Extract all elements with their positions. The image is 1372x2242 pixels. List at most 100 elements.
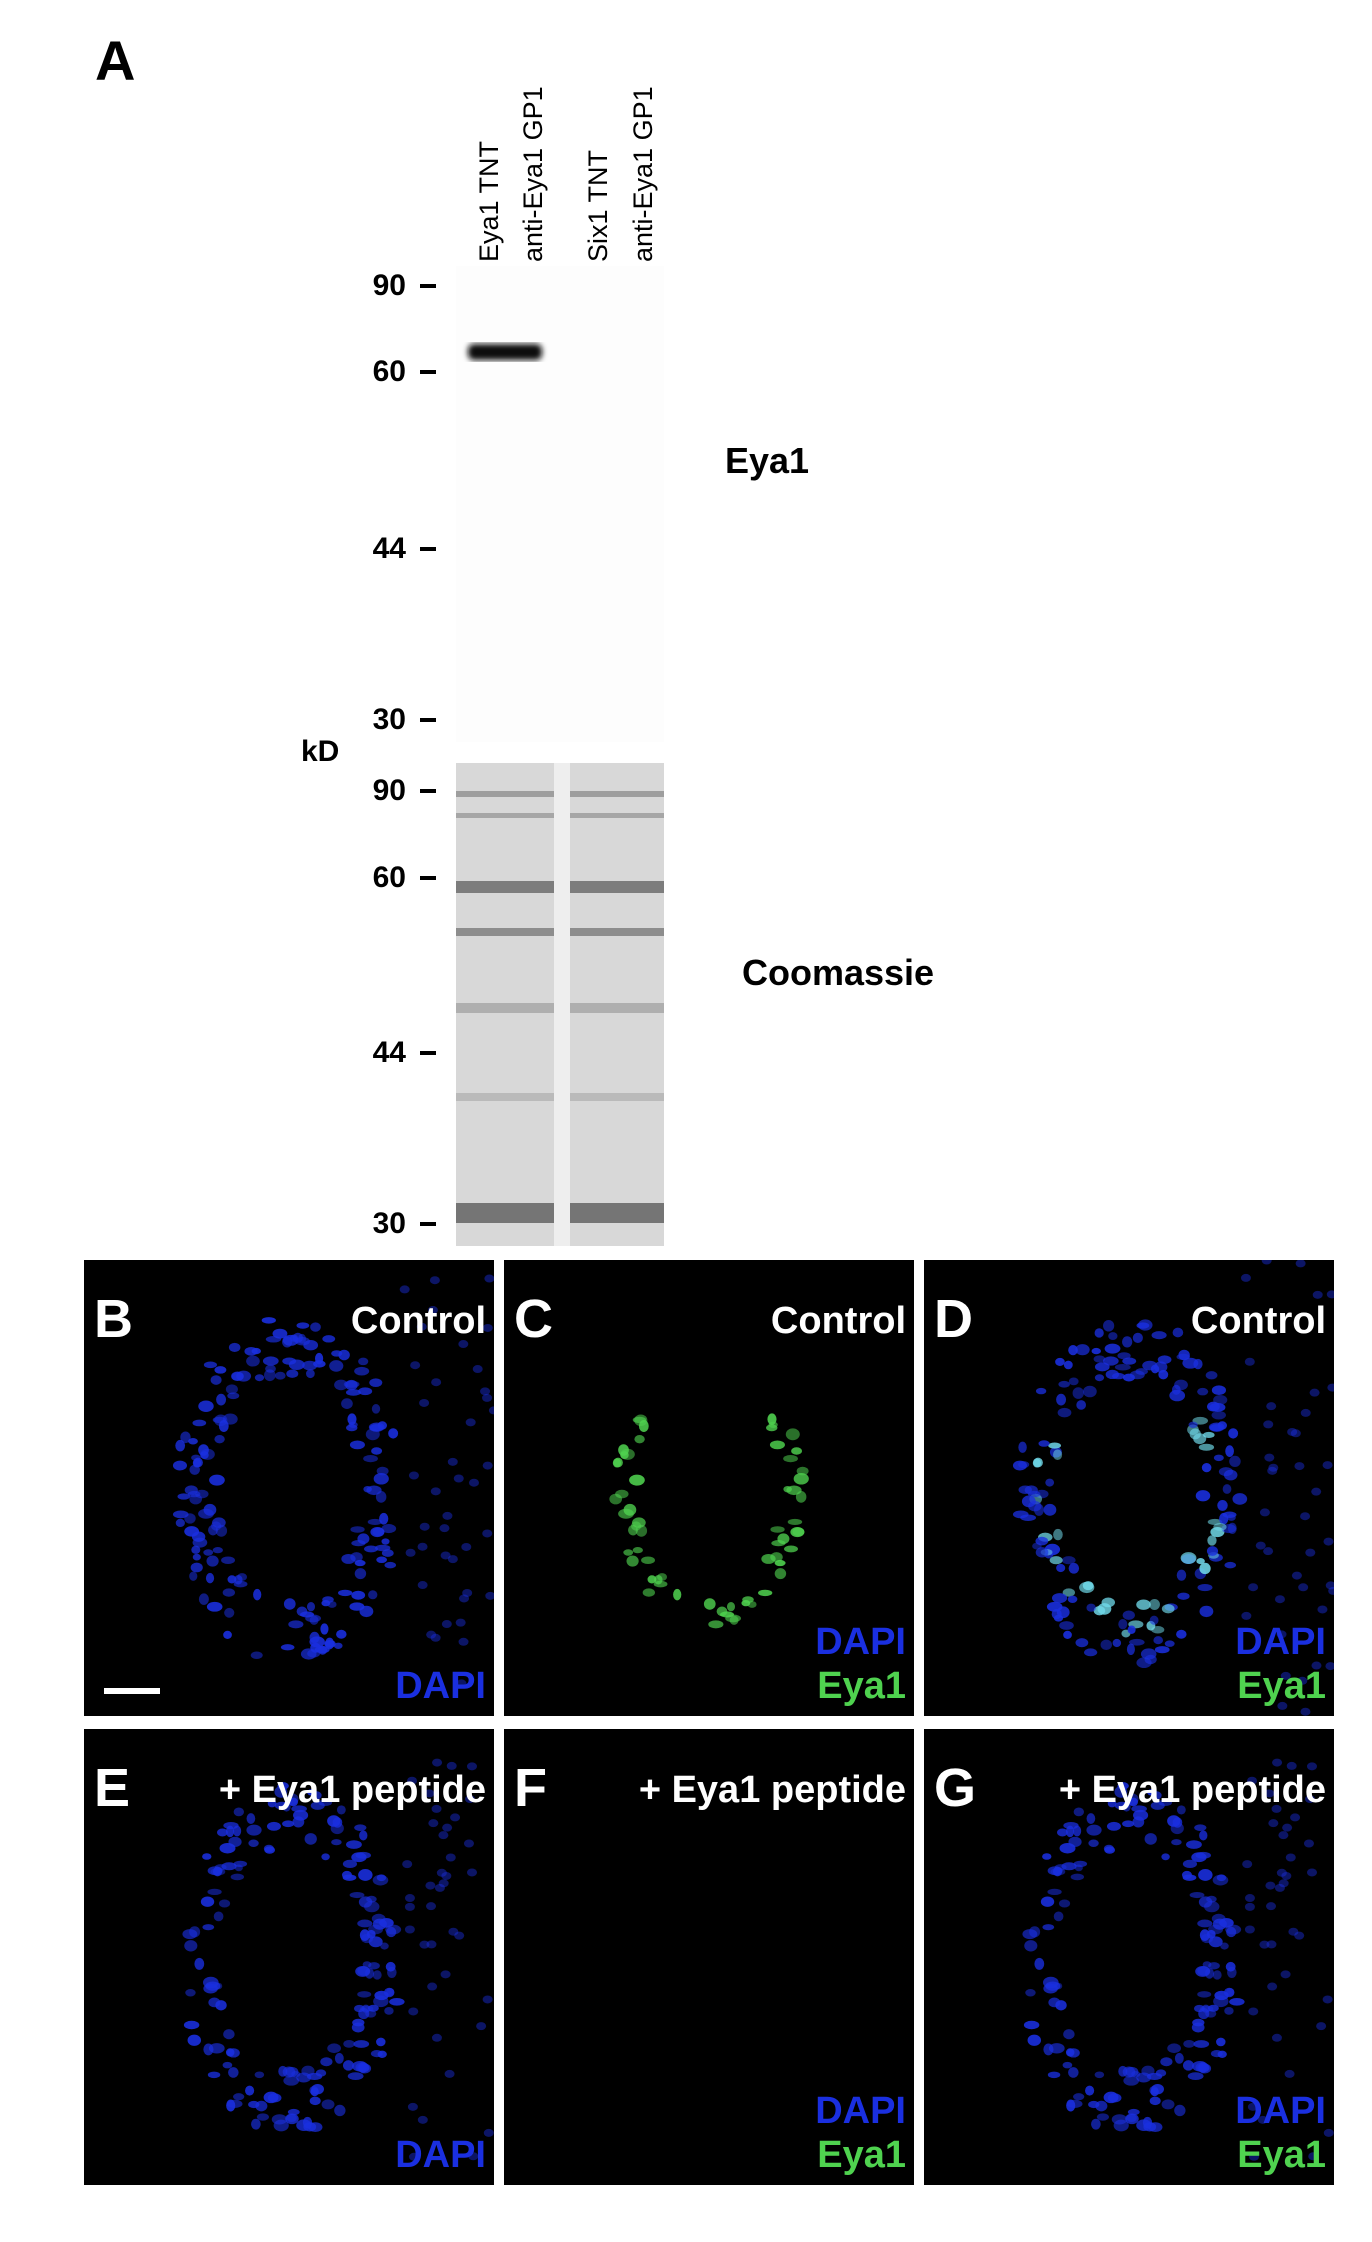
cell-nucleus (266, 1821, 281, 1831)
cell-nucleus (1197, 1387, 1209, 1396)
cell-nucleus (726, 1602, 736, 1612)
cell-nucleus (1265, 1881, 1276, 1890)
cell-nucleus (371, 1404, 381, 1414)
cell-nucleus (282, 1336, 293, 1348)
cell-nucleus (1224, 2006, 1234, 2015)
cell-nucleus (263, 2091, 279, 2104)
cell-nucleus (1232, 1493, 1248, 1505)
cell-nucleus (1140, 1648, 1157, 1660)
cell-nucleus (708, 1620, 724, 1629)
cell-nucleus (1198, 1869, 1213, 1881)
cell-nucleus (1325, 1662, 1334, 1671)
cell-nucleus (213, 1911, 224, 1922)
cell-nucleus (1199, 1605, 1214, 1618)
cell-nucleus (1040, 1896, 1055, 1907)
cell-nucleus (251, 2118, 261, 2130)
cell-nucleus (1280, 1970, 1291, 1979)
cell-nucleus (1206, 1929, 1216, 1939)
cell-nucleus (429, 1276, 440, 1285)
cell-nucleus (1311, 1487, 1322, 1496)
cell-nucleus (1176, 1353, 1191, 1361)
cell-nucleus (1169, 1389, 1186, 1402)
cell-nucleus (758, 1589, 773, 1597)
cell-nucleus (303, 1340, 319, 1351)
panel-letter: F (514, 1758, 547, 1818)
cell-nucleus (1277, 1701, 1288, 1710)
cell-nucleus (282, 1801, 291, 1812)
cell-nucleus (1247, 2102, 1258, 2111)
cell-nucleus (265, 1336, 282, 1343)
cell-nucleus (464, 1795, 475, 1804)
cell-nucleus (274, 1371, 286, 1380)
cell-nucleus (1186, 1840, 1202, 1849)
cell-nucleus (1047, 1888, 1062, 1896)
cell-nucleus (703, 1598, 716, 1610)
cell-nucleus (292, 1332, 303, 1343)
channel-label-eya1: Eya1 (817, 2134, 906, 2176)
cell-nucleus (1057, 1407, 1072, 1418)
cell-nucleus (215, 1524, 228, 1537)
cell-nucleus (347, 2072, 364, 2080)
cell-nucleus (353, 2040, 370, 2048)
cell-nucleus (367, 1518, 383, 1525)
cell-nucleus (265, 1364, 276, 1373)
cell-nucleus (417, 1542, 428, 1551)
cell-nucleus (376, 1466, 389, 1476)
cell-nucleus (1050, 1867, 1066, 1876)
cell-nucleus (1266, 1402, 1277, 1411)
cell-nucleus (230, 1873, 245, 1881)
coomassie-bands (456, 763, 664, 1246)
cell-nucleus (212, 1547, 223, 1554)
cell-nucleus (227, 1392, 240, 1400)
cell-nucleus (203, 1361, 218, 1369)
cell-nucleus (236, 1370, 252, 1382)
cell-nucleus (1167, 2043, 1181, 2054)
cell-nucleus (405, 1548, 416, 1557)
cell-nucleus (306, 1602, 316, 1612)
cell-nucleus (338, 1589, 353, 1597)
cell-nucleus (226, 2099, 243, 2108)
cell-nucleus (404, 1925, 415, 1934)
cell-nucleus (1247, 1776, 1258, 1785)
cell-nucleus (1155, 2069, 1167, 2077)
cell-nucleus (1206, 1895, 1217, 1903)
cell-nucleus (357, 1991, 372, 1998)
cell-nucleus (225, 2048, 235, 2057)
cell-nucleus (1200, 2005, 1214, 2012)
cell-nucleus (427, 1982, 438, 1991)
cell-nucleus (234, 1864, 243, 1872)
cell-nucleus (1263, 1420, 1274, 1429)
cell-nucleus (207, 2071, 221, 2079)
cell-nucleus (1325, 1581, 1334, 1590)
cell-nucleus (1100, 1639, 1113, 1650)
cell-nucleus (1149, 1615, 1159, 1625)
cell-nucleus (198, 1400, 214, 1412)
cell-nucleus (1149, 1599, 1160, 1611)
cell-nucleus (1094, 1374, 1105, 1382)
cell-nucleus (1104, 1343, 1121, 1354)
channel-label-dapi: DAPI (815, 2090, 906, 2132)
cell-nucleus (1199, 1562, 1211, 1575)
cell-nucleus (334, 2104, 346, 2117)
cell-nucleus (1182, 1859, 1198, 1869)
cell-nucleus (202, 1853, 212, 1860)
cell-nucleus (482, 1529, 493, 1538)
cell-nucleus (355, 1851, 371, 1859)
cell-nucleus (364, 1967, 375, 1979)
cell-nucleus (1288, 1927, 1299, 1936)
cell-nucleus (280, 1644, 295, 1651)
cell-nucleus (1066, 2099, 1083, 2108)
cell-nucleus (1126, 1643, 1135, 1656)
gel-band (570, 813, 664, 818)
cell-nucleus (248, 1839, 259, 1848)
channel-label-eya1: Eya1 (1237, 2134, 1326, 2176)
cell-nucleus (1212, 1874, 1229, 1886)
cell-nucleus (296, 1322, 310, 1329)
cell-nucleus (416, 1322, 427, 1331)
cell-nucleus (1127, 1625, 1136, 1634)
cell-nucleus (1218, 1467, 1234, 1477)
cell-nucleus (354, 1824, 367, 1831)
cell-nucleus (185, 1989, 196, 1997)
cell-nucleus (468, 2152, 479, 2161)
cell-nucleus (283, 1598, 296, 1610)
